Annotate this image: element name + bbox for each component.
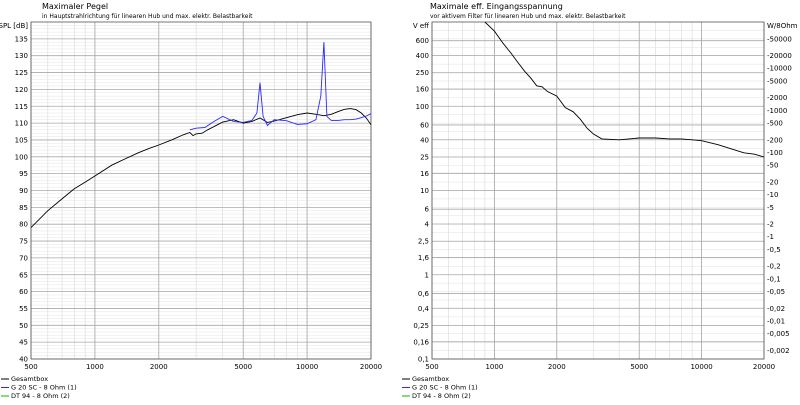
right-chart-subtitle: vor aktivem Filter für linearen Hub und … xyxy=(430,13,626,20)
chart1-y-tick-label: 400 xyxy=(416,52,429,60)
chart1-series-line-0 xyxy=(484,22,764,158)
chart1-y2-tick-label: -20 xyxy=(767,178,778,186)
chart0-series-line-0 xyxy=(31,108,371,228)
chart1-y-tick-label: 0,6 xyxy=(418,290,430,298)
chart0-y-tick-label: 60 xyxy=(19,288,28,296)
chart1-y-tick-label: 60 xyxy=(420,121,429,129)
chart1-y2-tick-label: -1 xyxy=(767,233,774,241)
chart-right: Maximale eff. Eingangsspannung vor aktiv… xyxy=(402,2,798,400)
chart1-y2-tick-label: -50 xyxy=(767,162,778,170)
chart1-y-tick-label: 0,4 xyxy=(418,305,430,313)
chart1-y-tick-label: 100 xyxy=(416,103,429,111)
chart0-y-tick-label: 90 xyxy=(19,187,28,195)
chart0-y-tick-label: 100 xyxy=(15,153,28,161)
chart1-y2-tick-label: -2000 xyxy=(767,94,787,102)
chart1-y-tick-label: 6 xyxy=(425,206,430,214)
chart1-y2-tick-label: -0,005 xyxy=(767,330,790,338)
chart0-y-tick-label: 135 xyxy=(15,35,28,43)
chart1-y2-tick-label: -0,01 xyxy=(767,317,785,325)
chart1-y-tick-label: 1 xyxy=(425,271,429,279)
chart1-y2-tick-label: -5 xyxy=(767,204,774,212)
chart0-y-tick-label: 130 xyxy=(15,52,28,60)
chart1-y2-axis-label: W/8Ohm xyxy=(767,22,798,30)
chart1-y-tick-label: 4 xyxy=(425,221,430,229)
chart1-y-tick-label: 2,5 xyxy=(418,238,429,246)
chart1-y2-tick-label: -10000 xyxy=(767,65,792,73)
chart1-y-tick-label: 250 xyxy=(416,69,429,77)
chart1-y2-tick-label: -0,2 xyxy=(767,263,781,271)
chart0-y-tick-label: 85 xyxy=(19,204,28,212)
chart0-y-tick-label: 125 xyxy=(15,69,28,77)
chart1-y-tick-label: 160 xyxy=(416,86,429,94)
chart0-y-tick-label: 80 xyxy=(19,221,28,229)
chart0-y-tick-label: 110 xyxy=(15,120,28,128)
chart1-legend-label: Gesamtbox xyxy=(412,375,449,383)
chart0-y-tick-label: 40 xyxy=(19,356,28,364)
chart0-series-line-1 xyxy=(189,42,371,131)
chart1-y2-tick-label: -50000 xyxy=(767,35,792,43)
chart1-y2-tick-label: -0,5 xyxy=(767,246,781,254)
chart0-y-tick-label: 65 xyxy=(19,271,28,279)
chart1-x-tick-label: 20000 xyxy=(753,363,775,371)
chart1-y-tick-label: 600 xyxy=(416,37,429,45)
chart1-y-tick-label: 16 xyxy=(420,170,429,178)
chart1-y2-tick-label: -500 xyxy=(767,120,783,128)
chart1-y-tick-label: 0,1 xyxy=(418,356,429,364)
chart0-y-tick-label: 70 xyxy=(19,254,28,262)
chart1-x-tick-label: 500 xyxy=(425,363,438,371)
chart0-x-tick-label: 5000 xyxy=(234,363,252,371)
chart1-y2-tick-label: -200 xyxy=(767,136,783,144)
chart0-legend-label: Gesamtbox xyxy=(11,375,48,383)
chart0-y-tick-label: 50 xyxy=(19,322,28,330)
chart1-y-tick-label: 40 xyxy=(420,136,429,144)
chart0-y-tick-label: 105 xyxy=(15,136,28,144)
chart1-y-tick-label: 1,6 xyxy=(418,254,430,262)
chart0-y-tick-label: 45 xyxy=(19,339,28,347)
chart1-y-tick-label: 25 xyxy=(420,153,429,161)
chart1-x-tick-label: 1000 xyxy=(485,363,503,371)
chart1-y2-tick-label: -20000 xyxy=(767,52,792,60)
chart1-y2-tick-label: -0,02 xyxy=(767,305,785,313)
chart1-y2-tick-label: -0,1 xyxy=(767,275,781,283)
chart1-legend-label: G 20 SC - 8 Ohm (1) xyxy=(412,384,478,392)
chart1-y-axis-label: V eff xyxy=(413,22,429,30)
chart0-y-axis-label: SPL [dB] xyxy=(0,22,28,30)
chart0-x-tick-label: 10000 xyxy=(296,363,318,371)
chart0-y-tick-label: 95 xyxy=(19,170,28,178)
chart1-y2-tick-label: -0,002 xyxy=(767,347,790,355)
chart1-y2-tick-label: -1000 xyxy=(767,107,787,115)
chart1-y2-tick-label: -0,05 xyxy=(767,288,785,296)
chart0-y-tick-label: 120 xyxy=(15,86,28,94)
chart1-y-tick-label: 10 xyxy=(420,187,429,195)
chart0-x-tick-label: 1000 xyxy=(86,363,104,371)
chart1-y2-tick-label: -10 xyxy=(767,191,778,199)
right-chart-title: Maximale eff. Eingangsspannung xyxy=(430,2,563,11)
chart1-y2-tick-label: -5000 xyxy=(767,77,787,85)
chart1-y2-tick-label: -100 xyxy=(767,149,783,157)
left-chart-title: Maximaler Pegel xyxy=(42,2,108,11)
chart1-y-tick-label: 0,25 xyxy=(413,322,429,330)
chart0-plot-frame xyxy=(30,21,372,360)
chart1-y-tick-label: 0,16 xyxy=(413,338,429,346)
chart0-y-tick-label: 75 xyxy=(19,238,28,246)
chart1-legend-label: DT 94 - 8 Ohm (2) xyxy=(412,392,471,400)
chart0-y-tick-label: 55 xyxy=(19,305,28,313)
chart1-plot-frame xyxy=(431,21,765,360)
chart1-y2-tick-label: -2 xyxy=(767,221,774,229)
chart0-x-tick-label: 500 xyxy=(24,363,37,371)
chart0-x-tick-label: 20000 xyxy=(360,363,382,371)
chart0-legend-label: DT 94 - 8 Ohm (2) xyxy=(11,392,70,400)
chart1-x-tick-label: 10000 xyxy=(690,363,712,371)
chart1-x-tick-label: 2000 xyxy=(548,363,566,371)
chart1-x-tick-label: 5000 xyxy=(630,363,648,371)
chart-left: Maximaler Pegel in Hauptstrahlrichtung f… xyxy=(0,2,382,400)
chart0-x-tick-label: 2000 xyxy=(150,363,168,371)
chart0-y-tick-label: 115 xyxy=(15,103,28,111)
chart0-legend-label: G 20 SC - 8 Ohm (1) xyxy=(11,384,77,392)
left-chart-subtitle: in Hauptstrahlrichtung für linearen Hub … xyxy=(42,13,253,20)
